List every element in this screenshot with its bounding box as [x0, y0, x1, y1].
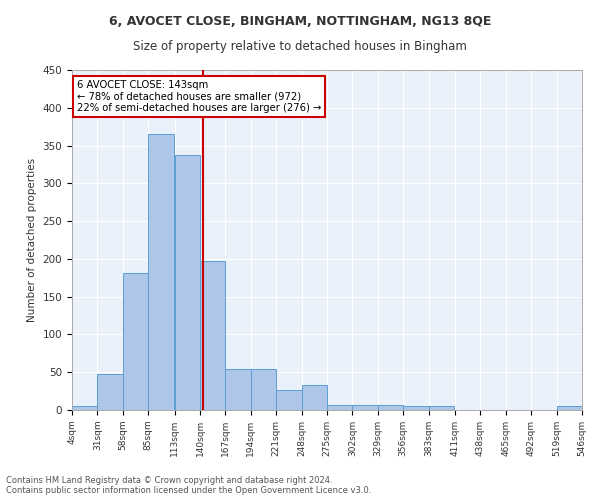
Bar — [378, 406, 403, 410]
Bar — [226, 369, 251, 410]
Bar — [428, 406, 454, 410]
Bar — [148, 134, 173, 410]
Y-axis label: Number of detached properties: Number of detached properties — [27, 158, 37, 322]
Bar — [200, 261, 226, 410]
Bar — [175, 154, 200, 410]
Bar — [97, 374, 123, 410]
Bar — [302, 385, 327, 410]
Bar — [123, 273, 148, 410]
Text: Size of property relative to detached houses in Bingham: Size of property relative to detached ho… — [133, 40, 467, 53]
Text: 6 AVOCET CLOSE: 143sqm
← 78% of detached houses are smaller (972)
22% of semi-de: 6 AVOCET CLOSE: 143sqm ← 78% of detached… — [77, 80, 322, 114]
Bar — [352, 406, 378, 410]
Bar — [557, 406, 582, 410]
Bar — [403, 406, 428, 410]
Text: Contains HM Land Registry data © Crown copyright and database right 2024.
Contai: Contains HM Land Registry data © Crown c… — [6, 476, 371, 495]
Bar — [72, 406, 97, 410]
Bar — [327, 406, 352, 410]
Bar — [276, 390, 302, 410]
Text: 6, AVOCET CLOSE, BINGHAM, NOTTINGHAM, NG13 8QE: 6, AVOCET CLOSE, BINGHAM, NOTTINGHAM, NG… — [109, 15, 491, 28]
Bar — [251, 369, 276, 410]
